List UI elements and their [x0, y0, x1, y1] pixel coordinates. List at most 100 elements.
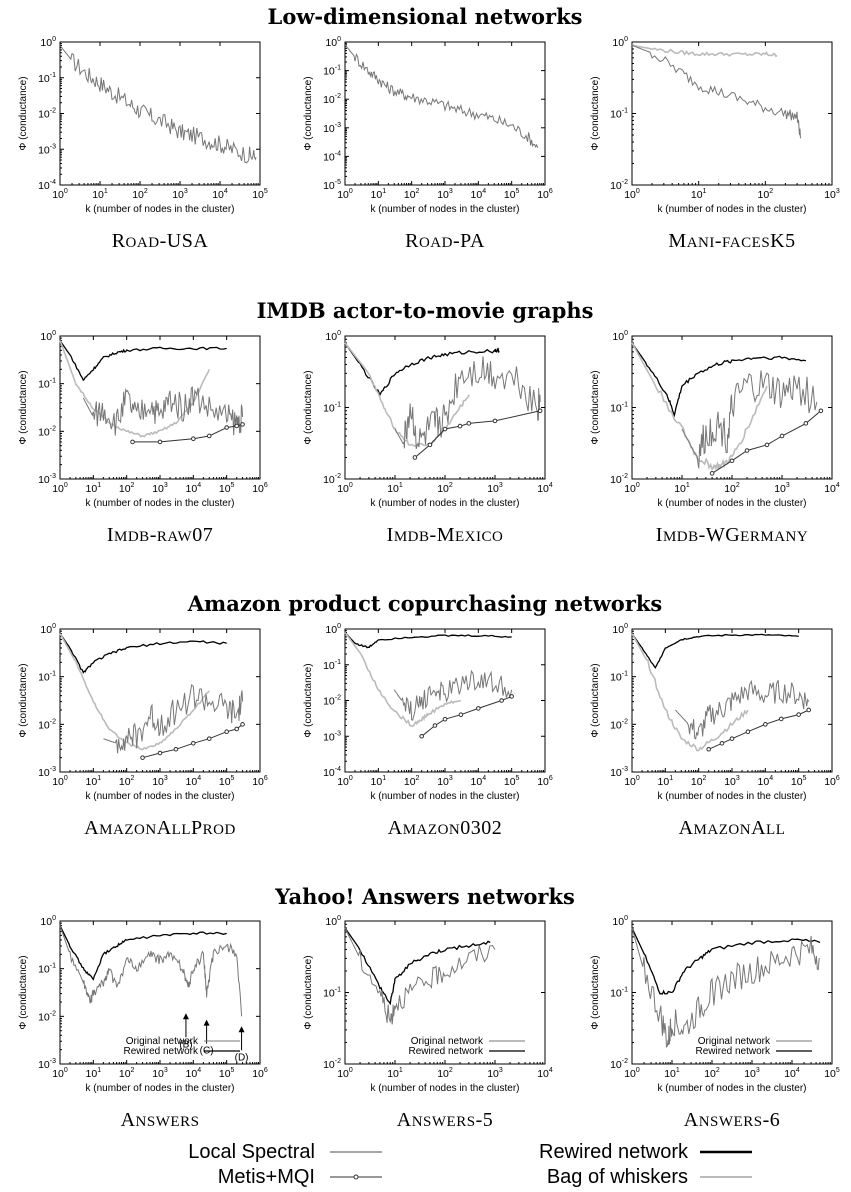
y-tick-label: 100 — [40, 36, 56, 49]
y-axis-label: Φ (conductance) — [303, 370, 314, 444]
x-tick-label: 101 — [371, 775, 387, 788]
x-axis-label: k (number of nodes in the cluster) — [86, 1083, 235, 1094]
x-tick-label: 101 — [664, 1067, 680, 1080]
series-marker — [173, 746, 179, 752]
y-tick-label: 10-2 — [38, 718, 56, 731]
x-tick-label: 100 — [52, 1067, 68, 1080]
panel-caption: MANI-FACESK5 — [668, 230, 795, 252]
series-line — [421, 695, 512, 737]
x-axis-label: k (number of nodes in the cluster) — [658, 791, 807, 802]
x-tick-label: 103 — [437, 775, 453, 788]
y-tick-label: 100 — [612, 915, 628, 928]
x-tick-label: 103 — [152, 482, 168, 495]
panel-caption: AMAZON0302 — [388, 817, 503, 839]
series-marker — [466, 421, 472, 426]
y-tick-label: 100 — [612, 36, 628, 49]
x-tick-label: 102 — [704, 1067, 720, 1080]
y-axis-label: Φ (conductance) — [303, 76, 314, 150]
x-tick-label: 103 — [152, 775, 168, 788]
panel-caption: ANSWERS-5 — [397, 1109, 494, 1131]
y-tick-label: 10-1 — [323, 65, 341, 78]
x-tick-label: 102 — [437, 482, 453, 495]
y-tick-label: 10-4 — [323, 150, 341, 163]
x-tick-label: 104 — [784, 1067, 800, 1080]
series-line — [631, 44, 778, 58]
x-axis-label: k (number of nodes in the cluster) — [86, 204, 235, 215]
x-axis-label: k (number of nodes in the cluster) — [371, 498, 520, 509]
series-line — [631, 633, 749, 752]
x-tick-label: 105 — [219, 1067, 235, 1080]
series-marker — [427, 442, 433, 448]
annotation-arrowhead — [238, 1026, 245, 1033]
x-axis-label: k (number of nodes in the cluster) — [371, 204, 520, 215]
series-marker — [191, 741, 196, 746]
x-tick-label: 100 — [52, 188, 68, 201]
y-tick-label: 100 — [325, 36, 341, 49]
legend-label-local-spectral: Local Spectral — [188, 1141, 315, 1163]
x-tick-label: 106 — [537, 188, 553, 201]
panel-caption: IMDB-MEXICO — [387, 524, 504, 546]
x-tick-label: 101 — [387, 1067, 403, 1080]
series-marker — [729, 458, 735, 464]
series-marker — [458, 712, 464, 718]
x-tick-label: 103 — [172, 188, 188, 201]
series-line — [59, 925, 243, 1017]
y-tick-label: 10-3 — [323, 122, 341, 135]
panel-caption: AMAZONALLPROD — [84, 817, 236, 839]
series-marker — [206, 736, 212, 741]
y-tick-label: 100 — [40, 623, 56, 636]
series-line — [631, 44, 802, 139]
y-tick-label: 10-2 — [323, 695, 341, 708]
plot-frame — [344, 335, 546, 480]
x-tick-label: 105 — [791, 775, 807, 788]
inplot-legend-label: Rewired network — [696, 1046, 771, 1057]
panel-caption: IMDB-RAW07 — [107, 524, 213, 546]
plot-frame — [344, 41, 546, 186]
x-tick-label: 105 — [504, 188, 520, 201]
x-axis-label: k (number of nodes in the cluster) — [658, 498, 807, 509]
series-line — [414, 410, 541, 458]
plot-frame — [59, 335, 261, 480]
series-marker — [419, 733, 425, 739]
series-line — [394, 356, 541, 450]
x-tick-label: 102 — [691, 775, 707, 788]
legend-swatch-metis-mqi-marker — [353, 1174, 359, 1180]
y-tick-label: 10-2 — [323, 93, 341, 106]
series-line — [393, 669, 513, 721]
y-tick-label: 10-1 — [610, 108, 628, 121]
inplot-legend-label: Rewired network — [409, 1046, 484, 1057]
series-line — [59, 340, 227, 382]
y-axis-label: Φ (conductance) — [303, 955, 314, 1029]
series-line — [82, 385, 244, 436]
plot-frame — [59, 628, 261, 773]
x-axis-label: k (number of nodes in the cluster) — [86, 498, 235, 509]
section-title-low-dim: Low-dimensional networks — [268, 4, 583, 29]
y-tick-label: 10-1 — [38, 378, 56, 391]
series-marker — [779, 433, 785, 439]
series-marker — [763, 722, 768, 727]
y-axis-label: Φ (conductance) — [18, 76, 29, 150]
series-marker — [709, 471, 715, 476]
y-axis-label: Φ (conductance) — [590, 663, 601, 737]
x-tick-label: 102 — [404, 188, 420, 201]
panel-caption: ANSWERS — [121, 1109, 200, 1131]
series-line — [344, 927, 491, 1006]
y-tick-label: 10-1 — [323, 402, 341, 415]
x-tick-label: 101 — [658, 775, 674, 788]
x-tick-label: 104 — [186, 1067, 202, 1080]
section-title-yahoo: Yahoo! Answers networks — [274, 884, 575, 909]
series-marker — [796, 712, 801, 717]
series-marker — [224, 425, 229, 430]
y-tick-label: 10-1 — [610, 402, 628, 415]
series-marker — [191, 436, 196, 442]
series-line — [344, 342, 470, 448]
y-tick-label: 10-2 — [38, 108, 56, 121]
x-axis-label: k (number of nodes in the cluster) — [371, 791, 520, 802]
x-tick-label: 102 — [437, 1067, 453, 1080]
inplot-legend-label: Original network — [698, 1036, 771, 1047]
annotation-arrowhead — [182, 1013, 189, 1020]
x-axis-label: k (number of nodes in the cluster) — [658, 204, 807, 215]
